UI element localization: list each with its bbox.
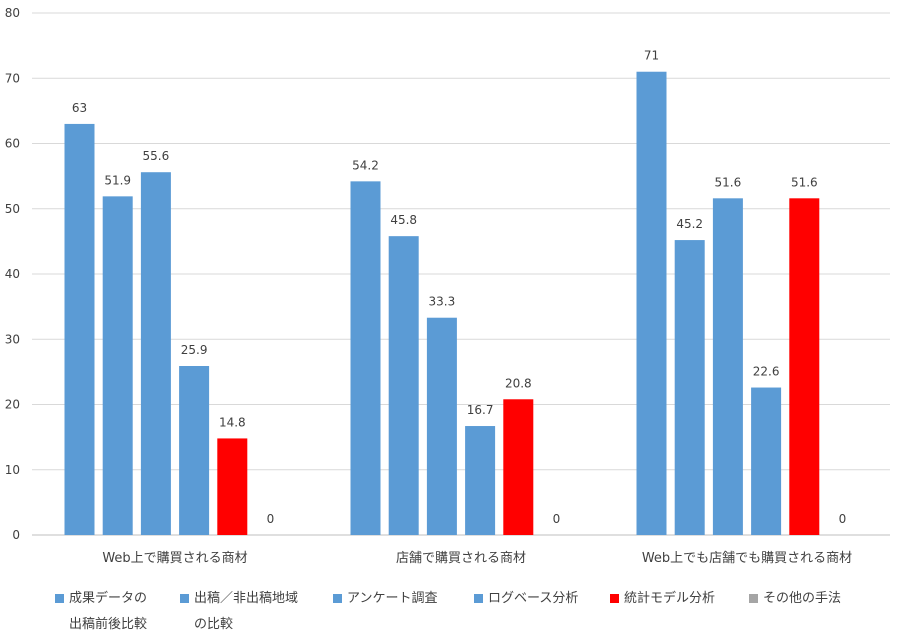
bar (217, 438, 248, 535)
y-tick-label: 20 (5, 398, 20, 412)
legend-swatch (474, 594, 483, 603)
x-axis: Web上で購買される商材 店舗で購買される商材 Web上でも店舗でも購買される商材 (102, 551, 852, 566)
y-tick-label: 70 (5, 71, 20, 85)
bar-value-label: 0 (553, 512, 561, 526)
x-category-label: Web上でも店舗でも購買される商材 (642, 551, 852, 566)
bar-value-label: 55.6 (143, 149, 170, 163)
bar-value-label: 0 (267, 512, 275, 526)
bar (751, 387, 782, 535)
x-category-label: Web上で購買される商材 (102, 551, 247, 566)
bar-value-label: 45.8 (390, 213, 417, 227)
bar (465, 426, 496, 535)
y-tick-label: 50 (5, 202, 20, 216)
legend-item: アンケート調査 (333, 586, 437, 612)
bar (64, 123, 95, 536)
legend-swatch (333, 594, 342, 603)
legend-item: ログベース分析 (474, 586, 578, 612)
y-tick-label: 10 (5, 463, 20, 477)
y-tick-label: 80 (5, 6, 20, 20)
legend-label: アンケート調査 (347, 591, 438, 606)
bar-value-label: 51.9 (104, 173, 131, 187)
bar (712, 198, 743, 535)
bar (102, 196, 133, 536)
y-tick-label: 40 (5, 267, 20, 281)
legend-label: 統計モデル分析 (624, 591, 716, 606)
y-tick-label: 0 (12, 528, 20, 542)
bar-value-label: 33.3 (429, 295, 456, 309)
legend-label: 出稿／非出稿地域 の比較 (194, 591, 299, 632)
legend-item: 成果データの 出稿前後比較 (55, 586, 147, 638)
bar (503, 399, 534, 535)
legend-item: その他の手法 (749, 586, 841, 612)
y-tick-label: 30 (5, 332, 20, 346)
legend-item: 統計モデル分析 (610, 586, 715, 612)
bar (140, 172, 171, 535)
bars (64, 71, 820, 536)
legend-label: ログベース分析 (488, 591, 579, 606)
bar-value-label: 45.2 (676, 217, 703, 231)
bar-value-label: 14.8 (219, 415, 246, 429)
legend-label: 成果データの 出稿前後比較 (69, 591, 148, 632)
legend-swatch (749, 594, 758, 603)
bar (674, 240, 705, 535)
legend-swatch (55, 594, 64, 603)
bar-value-label: 22.6 (753, 365, 780, 379)
bar (179, 366, 210, 535)
bar (426, 317, 457, 535)
bar-value-label: 51.6 (791, 175, 818, 189)
bar (789, 198, 820, 535)
bar (388, 236, 419, 535)
bar-value-label: 51.6 (715, 175, 742, 189)
bar-value-label: 16.7 (467, 403, 494, 417)
bar-value-label: 71 (644, 49, 659, 63)
bar-value-label: 54.2 (352, 158, 379, 172)
y-axis: 0 10 20 30 40 50 60 70 80 (5, 6, 20, 542)
legend-item: 出稿／非出稿地域 の比較 (180, 586, 298, 638)
y-tick-label: 60 (5, 137, 20, 151)
legend-swatch (610, 594, 619, 603)
bar-value-label: 25.9 (181, 343, 208, 357)
gridlines (32, 12, 890, 536)
bar-chart: 0 10 20 30 40 50 60 70 80 63 51.9 55.6 25.9 14.8 0 54.… (5, 6, 890, 566)
bar (350, 181, 381, 535)
bar-value-label: 63 (72, 101, 87, 115)
legend: 成果データの 出稿前後比較 出稿／非出稿地域 の比較 アンケート調査 ログベース分析 統… (0, 586, 901, 638)
legend-swatch (180, 594, 189, 603)
data-labels: 63 51.9 55.6 25.9 14.8 0 54.2 45.8 33.3 16.7 20.8 0… (72, 49, 846, 526)
legend-label: その他の手法 (763, 591, 842, 606)
bar (636, 71, 667, 535)
x-category-label: 店舗で購買される商材 (396, 551, 526, 566)
bar-value-label: 20.8 (505, 376, 532, 390)
bar-value-label: 0 (839, 512, 847, 526)
